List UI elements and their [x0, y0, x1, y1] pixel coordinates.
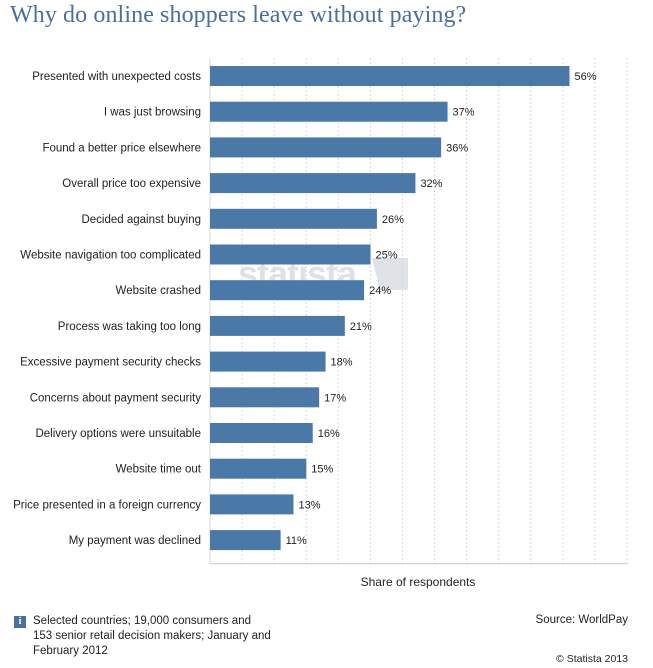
bar [210, 137, 442, 158]
category-labels: Presented with unexpected costs I was jus… [13, 71, 202, 547]
category-label: Website navigation too complicated [20, 250, 201, 262]
x-axis-title: Share of respondents [360, 575, 476, 589]
bar [210, 280, 365, 301]
bar [210, 351, 326, 372]
bar [210, 244, 371, 265]
value-label: 21% [350, 321, 372, 333]
category-label: Decided against buying [81, 214, 201, 226]
value-label: 11% [286, 535, 307, 547]
watermark-logo [372, 258, 408, 290]
category-label: Price presented in a foreign currency [13, 499, 201, 511]
category-label: My payment was declined [69, 535, 201, 547]
footnote: Selected countries; 19,000 consumers and… [33, 615, 271, 657]
value-labels: 56% 37% 36% 32% 26% 25% 24% 21% 18% 17% 16% 15% 13% 1… [286, 71, 597, 547]
value-label: 16% [318, 428, 340, 440]
bar [210, 387, 320, 408]
bar [210, 101, 448, 122]
bar [210, 208, 377, 229]
value-label: 36% [446, 142, 468, 154]
bars [210, 66, 570, 551]
bar [210, 423, 313, 443]
category-label: I was just browsing [104, 107, 201, 119]
category-label: Excessive payment security checks [20, 357, 201, 369]
bar [210, 530, 281, 551]
bar [210, 66, 570, 86]
bar [210, 315, 345, 336]
category-label: Website crashed [116, 285, 201, 297]
value-label: 17% [324, 392, 346, 404]
category-label: Found a better price elsewhere [42, 142, 201, 154]
bar [210, 173, 416, 194]
value-label: 37% [453, 107, 475, 119]
category-label: Concerns about payment security [30, 392, 202, 404]
grid-lines [209, 58, 628, 565]
chart-title: Why do online shoppers leave without pay… [10, 2, 467, 28]
bar [210, 458, 307, 479]
value-label: 24% [369, 285, 391, 297]
copyright-label: © Statista 2013 [556, 653, 628, 665]
value-label: 26% [382, 214, 404, 226]
info-icon[interactable]: i [14, 616, 26, 628]
category-label: Overall price too expensive [62, 178, 201, 190]
value-label: 18% [331, 357, 353, 369]
value-label: 13% [298, 499, 320, 511]
value-label: 32% [420, 178, 442, 190]
source-label: Source: WorldPay [535, 614, 628, 626]
category-label: Website time out [116, 464, 202, 476]
bar-chart: statista Presented with unexpected costs… [13, 58, 628, 565]
value-label: 56% [575, 71, 597, 83]
value-label: 25% [376, 250, 398, 262]
category-label: Process was taking too long [58, 321, 201, 333]
value-label: 15% [311, 464, 333, 476]
category-label: Presented with unexpected costs [32, 71, 201, 83]
bar [210, 494, 294, 515]
category-label: Delivery options were unsuitable [35, 428, 201, 440]
